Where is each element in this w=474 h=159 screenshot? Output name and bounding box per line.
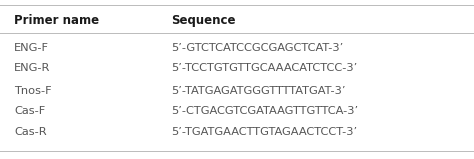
Text: Primer name: Primer name (14, 14, 100, 27)
Text: 5’-TATGAGATGGGTTTTATGAT-3’: 5’-TATGAGATGGGTTTTATGAT-3’ (171, 86, 345, 96)
Text: ENG-F: ENG-F (14, 43, 49, 53)
Text: Sequence: Sequence (171, 14, 235, 27)
Text: 5’-TCCTGTGTTGCAAACATCTCC-3’: 5’-TCCTGTGTTGCAAACATCTCC-3’ (171, 63, 357, 73)
Text: Cas-F: Cas-F (14, 106, 46, 116)
Text: 5’-CTGACGTCGATAAGTTGTTCA-3’: 5’-CTGACGTCGATAAGTTGTTCA-3’ (171, 106, 358, 116)
Text: 5’-TGATGAACTTGTAGAACTCCT-3’: 5’-TGATGAACTTGTAGAACTCCT-3’ (171, 127, 357, 137)
Text: Tnos-F: Tnos-F (14, 86, 52, 96)
Text: Cas-R: Cas-R (14, 127, 47, 137)
Text: 5’-GTCTCATCCGCGAGCTCAT-3’: 5’-GTCTCATCCGCGAGCTCAT-3’ (171, 43, 343, 53)
Text: ENG-R: ENG-R (14, 63, 51, 73)
